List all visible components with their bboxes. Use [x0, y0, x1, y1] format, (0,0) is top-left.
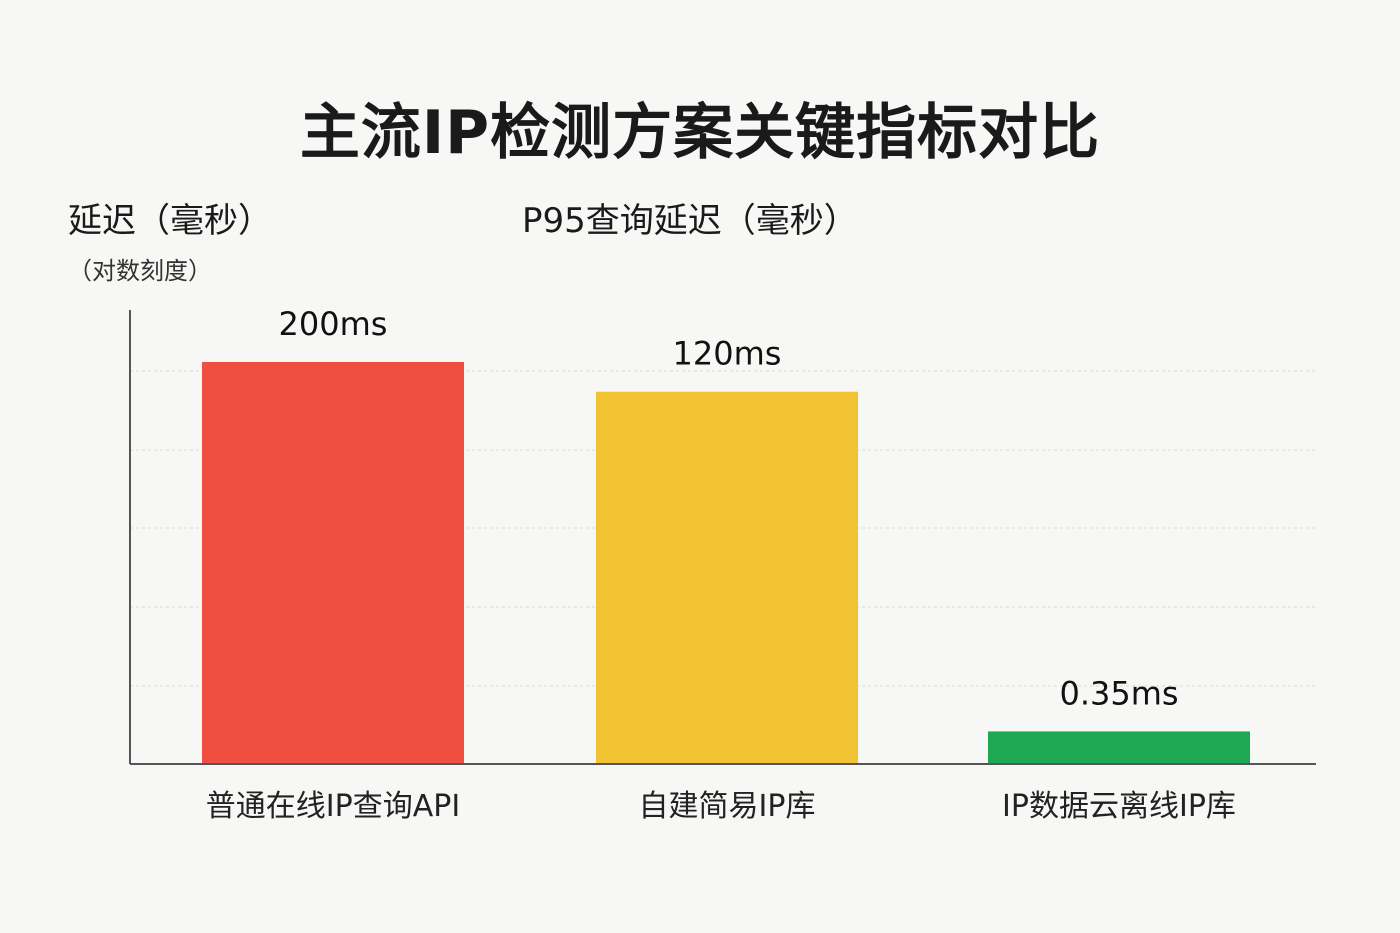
data-label-1: 200ms: [279, 305, 388, 343]
y-axis-label: 延迟（毫秒）: [68, 201, 272, 241]
category-label-3: IP数据云离线IP库: [1002, 789, 1236, 824]
bar-2: [596, 391, 858, 764]
chart-title: 主流IP检测方案关键指标对比: [299, 98, 1101, 168]
bar-3: [988, 731, 1250, 764]
data-label-3: 0.35ms: [1059, 674, 1178, 712]
category-label-2: 自建简易IP库: [639, 789, 816, 824]
chart-subtitle: P95查询延迟（毫秒）: [522, 201, 858, 241]
bar-1: [202, 362, 464, 764]
data-label-2: 120ms: [673, 335, 782, 373]
y-axis-scale-note: （对数刻度）: [68, 257, 212, 285]
category-label-1: 普通在线IP查询API: [206, 789, 460, 824]
